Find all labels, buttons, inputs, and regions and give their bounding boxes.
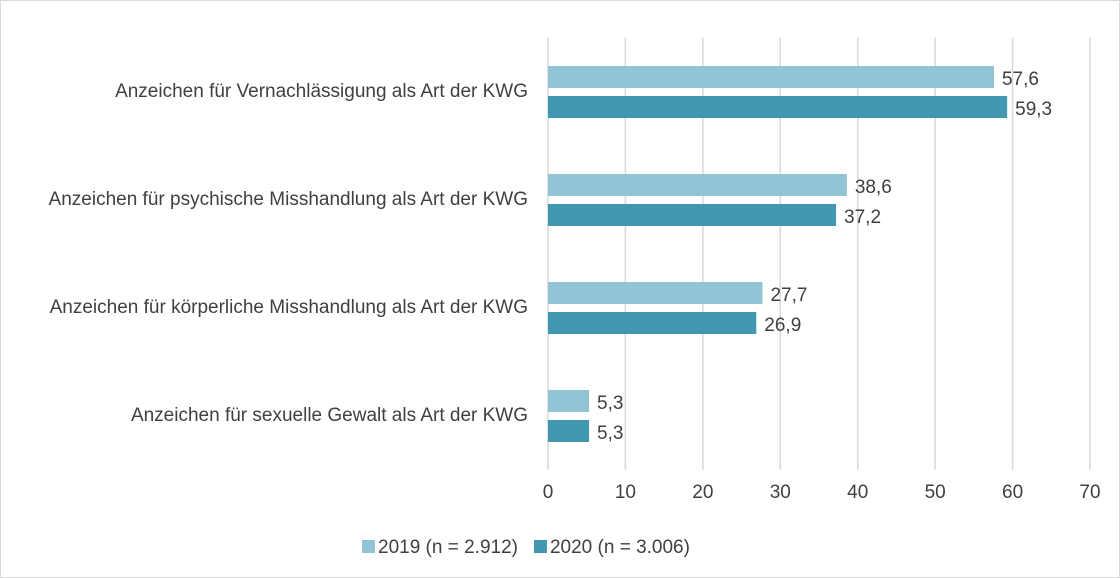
x-tick-label: 10 xyxy=(615,482,636,503)
bar xyxy=(548,420,590,442)
data-label: 37,2 xyxy=(844,207,881,228)
legend-label: 2020 (n = 3.006) xyxy=(550,537,690,558)
data-label: 27,7 xyxy=(770,285,807,306)
y-tick-label: Anzeichen für sexuelle Gewalt als Art de… xyxy=(131,405,528,426)
x-tick-label: 30 xyxy=(770,482,791,503)
bar xyxy=(548,96,1008,118)
legend-swatch xyxy=(533,540,547,553)
bar xyxy=(548,390,590,412)
y-tick-label: Anzeichen für psychische Misshandlung al… xyxy=(49,189,528,210)
data-label: 5,3 xyxy=(597,423,623,444)
y-tick-label: Anzeichen für körperliche Misshandlung a… xyxy=(50,297,528,318)
data-label: 57,6 xyxy=(1002,69,1039,90)
bar xyxy=(548,66,994,88)
data-label: 26,9 xyxy=(764,315,801,336)
bar xyxy=(548,204,837,226)
bar xyxy=(548,282,763,304)
x-tick-label: 60 xyxy=(1002,482,1023,503)
y-tick-label: Anzeichen für Vernachlässigung als Art d… xyxy=(115,81,528,102)
data-label: 5,3 xyxy=(597,393,623,414)
bar xyxy=(548,312,757,334)
bar xyxy=(548,174,847,196)
data-label: 38,6 xyxy=(855,177,892,198)
x-tick-label: 20 xyxy=(692,482,713,503)
legend-swatch xyxy=(362,540,375,553)
x-tick-label: 0 xyxy=(543,482,554,503)
data-label: 59,3 xyxy=(1015,99,1052,120)
x-tick-label: 40 xyxy=(847,482,868,503)
x-tick-label: 50 xyxy=(925,482,946,503)
x-tick-label: 70 xyxy=(1079,482,1100,503)
legend-label: 2019 (n = 2.912) xyxy=(378,537,518,558)
